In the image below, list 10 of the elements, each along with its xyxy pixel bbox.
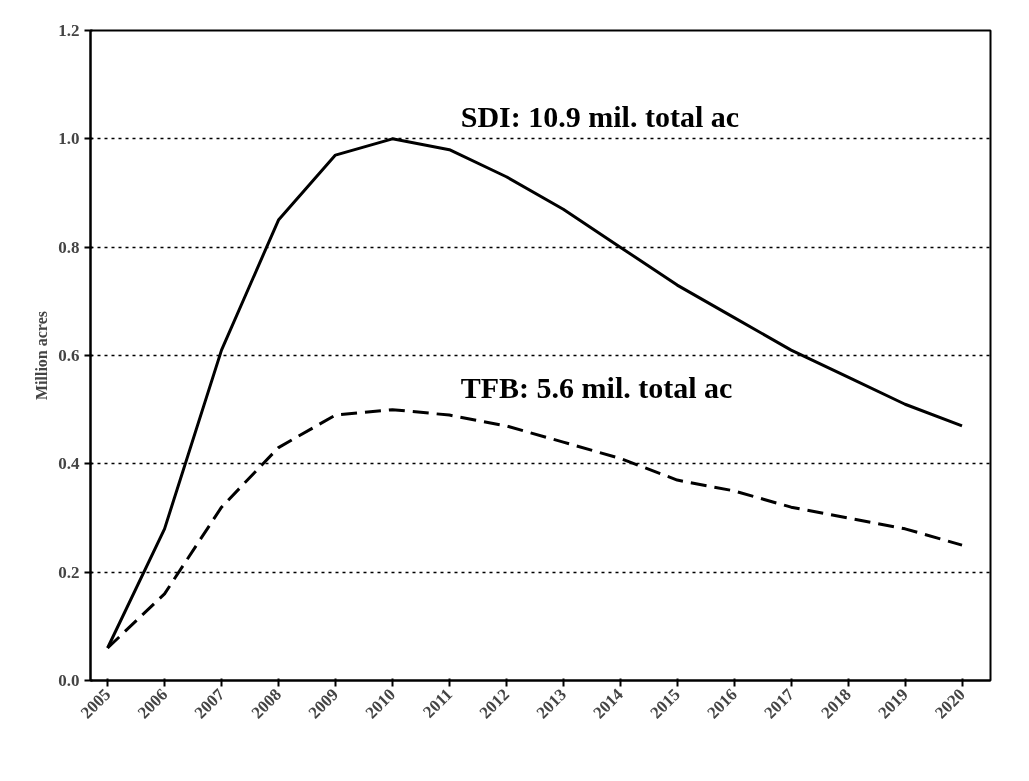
y-axis-title: Million acres xyxy=(33,310,51,401)
y-tick-label: 0.6 xyxy=(58,346,80,365)
series-label: TFB: 5.6 mil. total ac xyxy=(460,371,733,405)
series-label: SDI: 10.9 mil. total ac xyxy=(460,100,740,134)
y-tick-label: 0.8 xyxy=(58,237,80,257)
y-tick-label: 0.4 xyxy=(58,454,80,474)
y-tick-label: 1.2 xyxy=(58,21,80,40)
y-tick-label: 0.2 xyxy=(58,562,80,582)
y-tick-label: 0.0 xyxy=(58,671,80,690)
y-tick-label: 1.0 xyxy=(58,129,80,149)
